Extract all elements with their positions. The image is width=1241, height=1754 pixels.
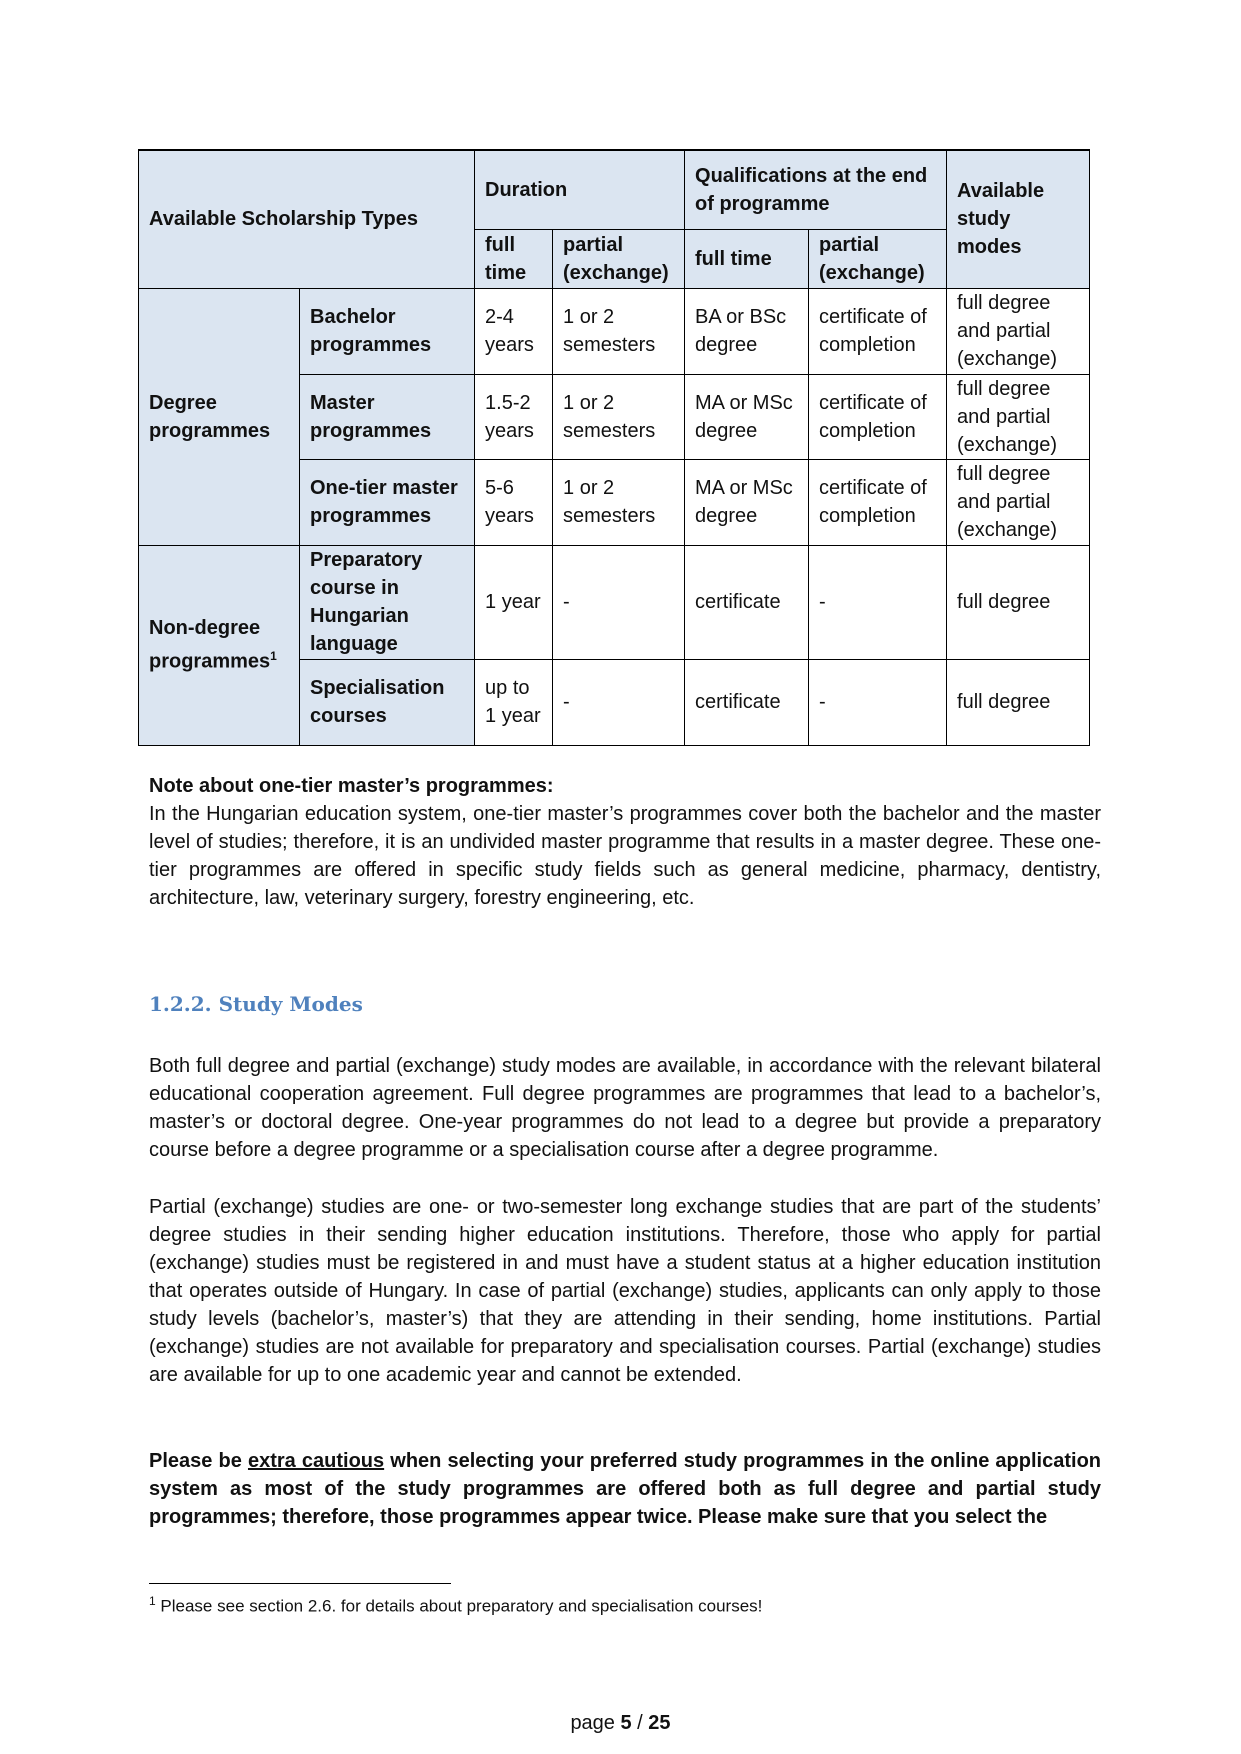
note-block: Note about one-tier master’s programmes:… [149,772,1101,912]
qual-full: certificate [684,544,810,660]
footnote-separator [149,1583,451,1584]
study-modes: full degree [946,544,1091,660]
section-heading: 1.2.2. Study Modes [149,992,363,1016]
header-duration-partial: partial (exchange) [552,228,686,289]
duration-full: 1.5-2 years [474,373,554,460]
programme-type: Master programmes [298,373,476,460]
duration-partial: 1 or 2 semesters [552,458,686,546]
note-body: In the Hungarian education system, one-t… [149,803,1101,909]
header-duration: Duration [474,149,686,230]
table-row: One-tier master programmes 5-6 years 1 o… [139,458,1091,546]
footnote: 1 Please see section 2.6. for details ab… [149,1594,763,1616]
header-qual-partial: partial (exchange) [808,228,948,289]
qual-partial: certificate of completion [808,458,948,546]
header-modes: Available study modes [946,149,1091,289]
qual-full: MA or MSc degree [684,373,810,460]
page-number: page 5 / 25 [570,1712,671,1734]
scholarship-types-table: Available Scholarship Types Duration Qua… [137,149,1091,746]
duration-full: 1 year [474,544,554,660]
paragraph: Partial (exchange) studies are one- or t… [149,1196,1101,1386]
header-qual-full: full time [684,228,810,289]
study-modes: full degree and partial (exchange) [946,458,1091,546]
study-modes: full degree and partial (exchange) [946,287,1091,375]
header-types: Available Scholarship Types [137,149,476,289]
header-duration-full: full time [474,228,554,289]
qual-full: BA or BSc degree [684,287,810,375]
table-row: Master programmes 1.5-2 years 1 or 2 sem… [139,373,1091,460]
duration-full: up to 1 year [474,658,554,746]
duration-full: 2-4 years [474,287,554,375]
programme-type: Bachelor programmes [298,287,476,375]
qual-partial: - [808,544,948,660]
header-qualifications: Qualifications at the end of programme [684,149,948,230]
duration-partial: 1 or 2 semesters [552,287,686,375]
paragraph: Both full degree and partial (exchange) … [149,1055,1101,1161]
degree-programmes-label: Degree programmes [138,287,300,546]
table-row: Non-degree programmes1 Preparatory cours… [138,544,1091,746]
table-row: Degree programmes Bachelor programmes 2-… [138,287,1091,546]
note-title: Note about one-tier master’s programmes: [149,775,554,797]
table-row: Specialisation courses up to 1 year - ce… [139,658,1091,746]
non-degree-programmes-label: Non-degree programmes1 [138,544,300,746]
duration-full: 5-6 years [474,458,554,546]
programme-type: Specialisation courses [298,658,476,746]
qual-full: MA or MSc degree [684,458,810,546]
qual-full: certificate [684,658,810,746]
programme-type: One-tier master programmes [298,458,476,546]
duration-partial: - [552,658,686,746]
duration-partial: - [552,544,686,660]
duration-partial: 1 or 2 semesters [552,373,686,460]
qual-partial: certificate of completion [808,287,948,375]
programme-type: Preparatory course in Hungarian language [298,544,476,660]
study-modes: full degree [946,658,1091,746]
qual-partial: - [808,658,948,746]
study-modes: full degree and partial (exchange) [946,373,1091,460]
qual-partial: certificate of completion [808,373,948,460]
caution-paragraph: Please be extra cautious when selecting … [149,1450,1102,1528]
